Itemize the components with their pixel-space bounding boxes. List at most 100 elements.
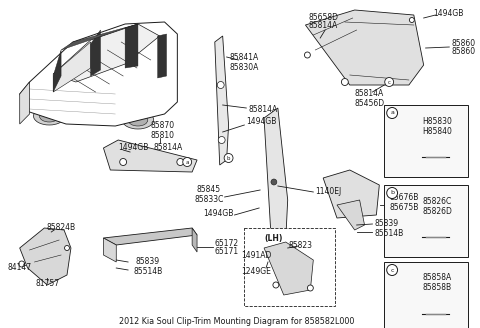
Text: 85823: 85823 [288, 240, 312, 250]
Circle shape [224, 154, 233, 162]
Text: 85826C: 85826C [423, 196, 452, 206]
Text: 1494GB: 1494GB [433, 9, 464, 17]
Polygon shape [157, 34, 167, 78]
Text: 1494GB: 1494GB [204, 209, 234, 217]
Circle shape [217, 81, 224, 89]
Text: 85860: 85860 [451, 38, 475, 48]
Polygon shape [53, 24, 160, 82]
Text: a: a [390, 111, 394, 115]
Bar [244, 228, 335, 306]
Ellipse shape [128, 114, 148, 126]
Ellipse shape [34, 107, 65, 125]
Bar [384, 185, 468, 257]
Ellipse shape [415, 143, 456, 171]
Polygon shape [91, 30, 100, 76]
Text: 1494GB: 1494GB [118, 144, 149, 153]
Text: a: a [185, 159, 189, 165]
Circle shape [218, 136, 225, 144]
Text: 85824B: 85824B [47, 222, 76, 232]
Text: c: c [388, 79, 391, 85]
Ellipse shape [422, 229, 449, 245]
Bar [384, 105, 468, 177]
Circle shape [409, 17, 414, 23]
Text: 85675B: 85675B [389, 203, 419, 213]
Text: c: c [390, 268, 394, 273]
Circle shape [19, 261, 24, 267]
Polygon shape [192, 228, 197, 252]
Text: 1249GE: 1249GE [241, 268, 271, 277]
Circle shape [385, 77, 394, 87]
Text: 85814A: 85814A [355, 90, 384, 98]
Text: 85814A: 85814A [248, 106, 277, 114]
Text: 85830A: 85830A [229, 63, 259, 72]
Text: 85860: 85860 [451, 47, 475, 55]
Text: 2012 Kia Soul Clip-Trim Mounting Diagram for 858582L000: 2012 Kia Soul Clip-Trim Mounting Diagram… [119, 318, 354, 326]
Circle shape [64, 245, 70, 251]
Text: 85870: 85870 [151, 121, 175, 131]
Text: 85858A: 85858A [423, 274, 452, 282]
Polygon shape [215, 36, 228, 165]
Ellipse shape [415, 300, 456, 328]
Ellipse shape [407, 228, 420, 238]
Ellipse shape [407, 148, 420, 158]
Circle shape [387, 264, 397, 276]
Polygon shape [53, 50, 61, 92]
Text: 85814A: 85814A [154, 144, 183, 153]
Text: H85830: H85830 [422, 116, 452, 126]
Polygon shape [20, 228, 71, 285]
Text: 85456D: 85456D [354, 98, 384, 108]
Text: b: b [227, 155, 230, 160]
Polygon shape [264, 108, 288, 285]
Text: b: b [390, 191, 394, 195]
Text: 65171: 65171 [215, 248, 239, 256]
Circle shape [387, 188, 397, 198]
Polygon shape [305, 10, 424, 85]
Circle shape [387, 108, 397, 118]
Text: 85658D: 85658D [308, 12, 338, 22]
Ellipse shape [407, 305, 420, 315]
Circle shape [341, 78, 348, 86]
Text: 1491AD: 1491AD [241, 251, 271, 259]
Text: 85845: 85845 [197, 186, 221, 195]
Text: 1494GB: 1494GB [246, 117, 276, 127]
Polygon shape [264, 242, 313, 295]
Text: 85826D: 85826D [422, 207, 452, 215]
Text: 85810: 85810 [151, 131, 175, 139]
Text: 81757: 81757 [35, 279, 60, 289]
Polygon shape [20, 22, 177, 126]
Text: 85839: 85839 [136, 257, 160, 266]
Circle shape [307, 285, 313, 291]
Ellipse shape [39, 110, 59, 122]
Text: 85839: 85839 [374, 219, 398, 229]
Ellipse shape [422, 149, 449, 165]
Text: 85514B: 85514B [133, 266, 162, 276]
Circle shape [273, 282, 279, 288]
Polygon shape [337, 200, 364, 230]
Polygon shape [20, 82, 30, 124]
Ellipse shape [415, 223, 456, 251]
Text: 85814A: 85814A [309, 22, 338, 31]
Polygon shape [53, 42, 91, 92]
Bar [384, 262, 468, 328]
Text: 85841A: 85841A [230, 52, 259, 62]
Text: (LH): (LH) [264, 234, 282, 242]
Text: H85840: H85840 [422, 127, 452, 135]
Text: 85833C: 85833C [194, 195, 224, 203]
Ellipse shape [122, 111, 154, 129]
Text: 1140EJ: 1140EJ [315, 188, 342, 196]
Polygon shape [323, 170, 379, 218]
Ellipse shape [422, 306, 449, 322]
Text: 85858B: 85858B [423, 283, 452, 293]
Polygon shape [61, 24, 138, 50]
Circle shape [183, 157, 192, 167]
Circle shape [120, 158, 127, 166]
Circle shape [304, 52, 311, 58]
Polygon shape [104, 238, 116, 262]
Text: 85514B: 85514B [374, 229, 404, 237]
Circle shape [271, 179, 277, 185]
Text: 65172: 65172 [215, 238, 239, 248]
Text: 84147: 84147 [8, 263, 32, 273]
Polygon shape [104, 228, 197, 245]
Text: 85676B: 85676B [389, 194, 419, 202]
Polygon shape [104, 140, 197, 172]
